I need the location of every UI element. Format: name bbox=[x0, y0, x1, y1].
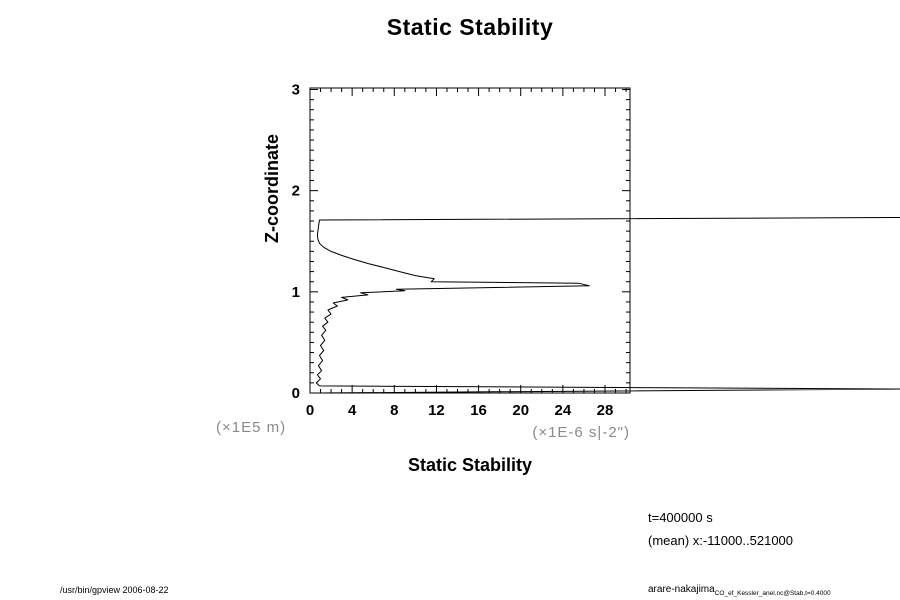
svg-text:8: 8 bbox=[390, 402, 398, 419]
x-axis-label: Static Stability bbox=[407, 455, 533, 475]
y-units-label: (×1E5 m) bbox=[216, 419, 287, 436]
footer-run-sub: CO_ef_Kessler_anel.nc@Stab,t=0.4000 bbox=[714, 590, 831, 597]
svg-text:1: 1 bbox=[292, 284, 300, 301]
chart-title: Static Stability bbox=[386, 14, 554, 40]
svg-text:0: 0 bbox=[292, 385, 300, 402]
svg-text:3: 3 bbox=[292, 81, 300, 98]
footer-command: /usr/bin/gpview 2006-08-22 bbox=[60, 585, 169, 595]
footer-run-main: arare-nakajima bbox=[648, 584, 715, 595]
svg-text:24: 24 bbox=[555, 402, 572, 419]
svg-text:12: 12 bbox=[428, 402, 445, 419]
footer-run-label: arare-nakajimaCO_ef_Kessler_anel.nc@Stab… bbox=[648, 584, 831, 597]
svg-text:16: 16 bbox=[470, 402, 487, 419]
svg-text:2: 2 bbox=[292, 183, 300, 200]
svg-text:0: 0 bbox=[306, 402, 314, 419]
x-units-label: (×1E-6 s|-2") bbox=[532, 424, 630, 441]
annotation-time: t=400000 s bbox=[648, 510, 713, 525]
annotation-mean: (mean) x:-11000..521000 bbox=[648, 533, 794, 548]
svg-text:28: 28 bbox=[597, 402, 614, 419]
svg-text:20: 20 bbox=[512, 402, 529, 419]
svg-text:4: 4 bbox=[348, 402, 357, 419]
